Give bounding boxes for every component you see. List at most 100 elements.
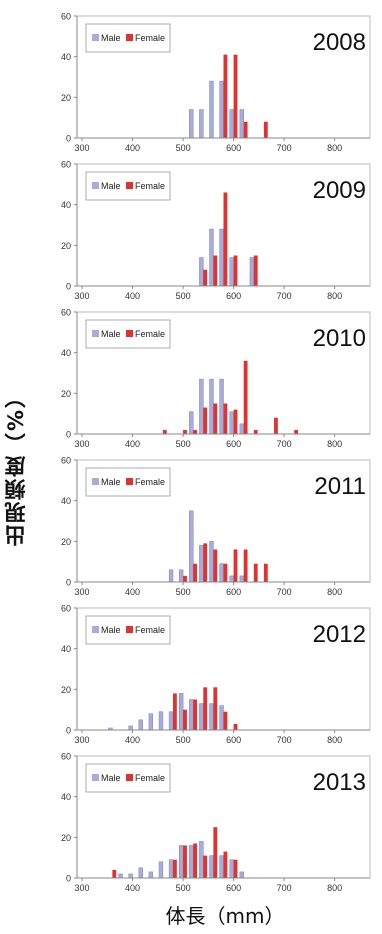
bar-female: [253, 429, 258, 434]
bar-female: [233, 255, 238, 286]
x-tick-label: 800: [327, 735, 342, 745]
legend-label-female: Female: [135, 33, 165, 43]
x-tick-label: 600: [226, 735, 241, 745]
y-tick-label: 20: [61, 685, 71, 695]
x-tick-label: 400: [125, 587, 140, 597]
bar-female: [233, 549, 238, 582]
y-tick-label: 0: [66, 874, 71, 884]
bar-female: [243, 549, 248, 582]
bar-female: [193, 843, 198, 878]
y-tick-label: 40: [61, 200, 71, 210]
chart-panel-2009: 0 20 40 60 300 400 500 600 700 800 Male Female 2009: [61, 160, 371, 301]
y-tick-label: 20: [61, 241, 71, 251]
legend-label-male: Male: [101, 477, 121, 487]
bar-male: [158, 711, 164, 731]
y-tick-label: 40: [61, 52, 71, 62]
legend-swatch-female: [126, 626, 133, 633]
y-tick-label: 0: [66, 726, 71, 736]
x-tick-label: 500: [176, 735, 191, 745]
x-tick-label: 400: [125, 735, 140, 745]
bar-male: [189, 845, 194, 879]
legend-swatch-male: [92, 182, 99, 189]
x-axis-title: 体長（mm）: [165, 904, 285, 928]
panel-year-title: 2011: [314, 473, 366, 500]
bar-male: [219, 378, 224, 435]
bar-female: [223, 54, 228, 139]
x-tick-label: 400: [125, 439, 140, 449]
bar-female: [183, 709, 187, 730]
x-tick-label: 500: [176, 291, 191, 301]
x-tick-label: 700: [277, 735, 292, 745]
bar-female: [263, 563, 268, 582]
bar-male: [199, 703, 204, 731]
bar-male: [189, 109, 194, 139]
legend-label-male: Male: [101, 625, 121, 635]
bar-female: [233, 54, 238, 139]
bar-male: [189, 411, 194, 435]
y-tick-label: 40: [61, 348, 71, 358]
x-tick-label: 500: [176, 439, 191, 449]
bar-male: [128, 873, 133, 879]
bar-male: [118, 873, 123, 879]
x-tick-label: 400: [125, 143, 140, 153]
bar-female: [203, 855, 208, 878]
bar-female: [172, 859, 177, 878]
y-tick-label: 0: [66, 282, 71, 292]
bar-female: [172, 693, 177, 730]
legend-label-female: Female: [135, 477, 165, 487]
x-tick-label: 700: [277, 587, 292, 597]
legend-label-male: Male: [101, 33, 121, 43]
legend-label-female: Female: [135, 329, 165, 339]
bar-male: [239, 575, 244, 583]
bar-male: [168, 711, 174, 731]
bar-male: [219, 705, 224, 731]
x-tick-label: 800: [327, 587, 342, 597]
y-tick-label: 60: [61, 456, 71, 466]
y-tick-label: 20: [61, 93, 71, 103]
y-tick-label: 60: [61, 12, 71, 22]
legend: Male Female: [85, 763, 171, 793]
x-tick-label: 600: [226, 291, 241, 301]
bar-female: [243, 121, 248, 138]
bar-male: [189, 699, 194, 731]
y-tick-label: 20: [61, 833, 71, 843]
x-tick-label: 800: [327, 439, 342, 449]
y-tick-label: 60: [61, 308, 71, 318]
bar-female: [193, 429, 198, 434]
bar-female: [203, 269, 208, 286]
bar-female: [213, 549, 218, 582]
legend-swatch-male: [92, 626, 99, 633]
x-tick-label: 300: [75, 439, 90, 449]
panel-year-title: 2008: [313, 29, 366, 56]
bar-male: [199, 841, 204, 879]
x-tick-label: 400: [125, 291, 140, 301]
bar-male: [209, 703, 214, 731]
x-tick-label: 500: [176, 883, 191, 893]
x-tick-label: 800: [327, 291, 342, 301]
x-tick-label: 700: [277, 439, 292, 449]
bar-female: [223, 563, 228, 582]
legend-label-male: Male: [101, 773, 121, 783]
y-tick-label: 60: [61, 604, 71, 614]
x-tick-label: 300: [75, 587, 90, 597]
bar-male: [219, 563, 224, 583]
bar-female: [213, 827, 218, 878]
bar-male: [209, 228, 214, 287]
bar-male: [229, 109, 234, 139]
bar-female: [223, 711, 228, 730]
y-tick-label: 20: [61, 389, 71, 399]
bar-female: [233, 723, 238, 730]
y-tick-label: 60: [61, 160, 71, 170]
bar-female: [233, 409, 238, 434]
legend-label-female: Female: [135, 181, 165, 191]
x-tick-label: 400: [125, 883, 140, 893]
bar-male: [168, 859, 174, 879]
bar-male: [229, 575, 234, 583]
legend-swatch-female: [126, 330, 133, 337]
bar-male: [199, 109, 204, 139]
bar-male: [178, 845, 184, 879]
x-tick-label: 500: [176, 143, 191, 153]
bar-female: [162, 429, 167, 434]
bar-female: [223, 403, 228, 434]
